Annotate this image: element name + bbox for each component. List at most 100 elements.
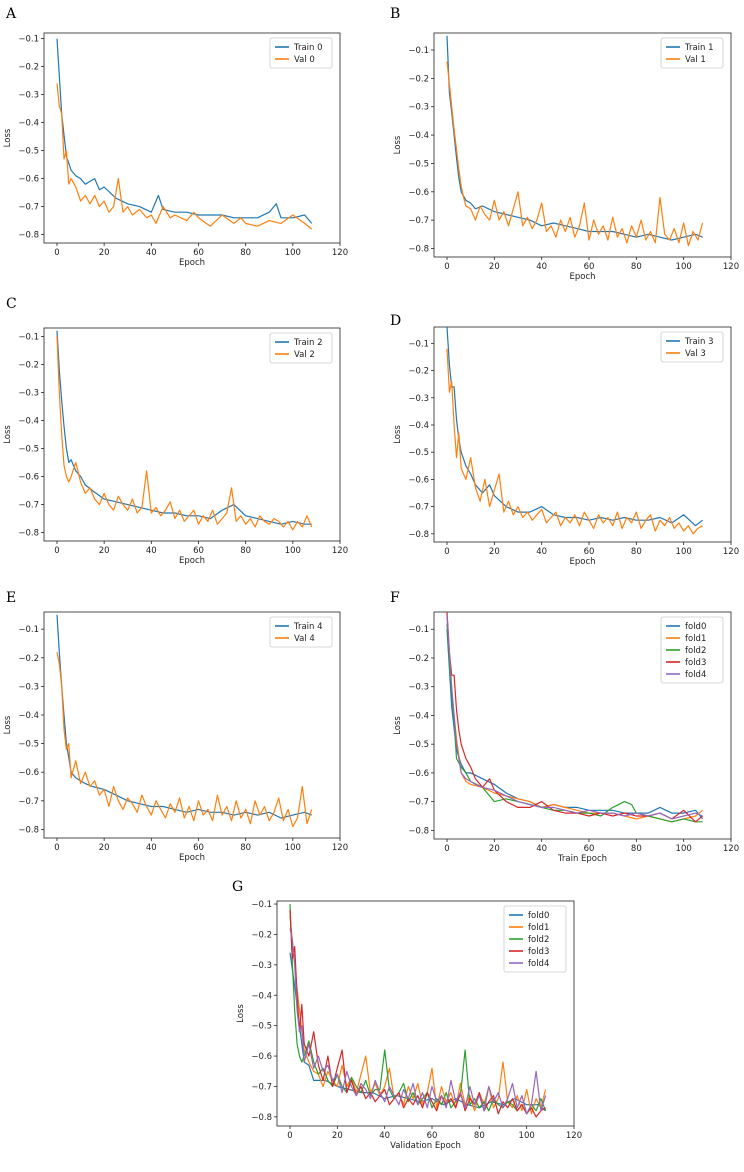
y-tick-label: −0.5 <box>251 1022 272 1032</box>
y-tick-label: −0.4 <box>408 131 429 141</box>
x-tick-label: 100 <box>676 547 692 557</box>
x-tick-label: 60 <box>584 547 595 557</box>
x-tick-label: 40 <box>146 248 157 258</box>
y-axis-label: Loss <box>3 425 13 444</box>
legend-label: Train 1 <box>684 43 714 53</box>
x-tick-label: 120 <box>723 844 739 854</box>
x-tick-label: 0 <box>444 262 449 272</box>
x-tick-label: 40 <box>146 843 157 853</box>
plot-area <box>56 38 313 230</box>
panel-letter: C <box>6 296 17 312</box>
panel-b: B 0 20 40 60 80 100 120 −0.1 −0.2 −0.3 −0.4 −0.5 −0.6… <box>390 6 739 282</box>
y-axis-label: Loss <box>3 715 13 734</box>
y-tick-label: −0.2 <box>251 930 272 940</box>
legend-box <box>660 331 724 363</box>
legend-label: fold3 <box>685 658 706 668</box>
y-tick-label: −0.4 <box>408 711 429 721</box>
y-tick-label: −0.7 <box>251 1082 272 1092</box>
y-tick-label: −0.8 <box>18 231 39 241</box>
legend-label: Val 1 <box>685 55 706 65</box>
y-tick-label: −0.4 <box>18 119 39 129</box>
x-tick-label: 0 <box>444 547 449 557</box>
legend-box <box>269 616 333 648</box>
y-tick-label: −0.3 <box>251 961 272 971</box>
panel-e: E 0 20 40 60 80 100 120 −0.1 −0.2 −0.3 −0.4 −0.5 −0.6… <box>3 590 348 863</box>
x-tick-label: 0 <box>54 546 59 556</box>
legend-label: fold2 <box>528 935 549 945</box>
y-tick-label: −0.7 <box>408 503 429 513</box>
x-tick-label: 120 <box>332 546 348 556</box>
series-line-val-0 <box>56 83 313 230</box>
panel-letter: A <box>5 6 17 22</box>
plot-area <box>289 903 547 1118</box>
x-axis-label: Epoch <box>569 557 595 567</box>
y-tick-label: −0.1 <box>251 900 272 910</box>
y-tick-label: −0.6 <box>18 473 39 483</box>
x-tick-label: 60 <box>584 844 595 854</box>
y-tick-label: −0.4 <box>408 421 429 431</box>
y-tick-label: −0.6 <box>18 175 39 185</box>
x-tick-label: 60 <box>427 1131 438 1141</box>
y-tick-label: −0.4 <box>18 416 39 426</box>
x-tick-label: 80 <box>631 844 642 854</box>
legend-label: Train 0 <box>293 43 323 53</box>
panel-letter: B <box>390 6 400 22</box>
series-line-val-4 <box>56 651 313 828</box>
y-tick-label: −0.4 <box>251 991 272 1001</box>
x-tick-label: 120 <box>723 262 739 272</box>
y-tick-label: −0.5 <box>18 445 39 455</box>
x-tick-label: 40 <box>379 1131 390 1141</box>
axes-frame <box>433 326 732 543</box>
x-tick-label: 120 <box>566 1131 582 1141</box>
y-tick-label: −0.7 <box>18 203 39 213</box>
x-tick-label: 20 <box>489 844 500 854</box>
x-tick-label: 20 <box>99 843 110 853</box>
x-tick-label: 0 <box>444 844 449 854</box>
y-axis-label: Loss <box>236 1004 246 1023</box>
legend-label: fold0 <box>685 622 706 632</box>
legend: Train 3 Val 3 <box>660 331 724 363</box>
y-tick-label: −0.1 <box>408 339 429 349</box>
series-line-val-3 <box>446 348 703 535</box>
y-tick-label: −0.8 <box>251 1113 272 1123</box>
series-line-fold4 <box>446 614 703 820</box>
series-line-val-1 <box>446 61 704 247</box>
x-tick-label: 100 <box>676 844 692 854</box>
x-tick-label: 40 <box>536 547 547 557</box>
x-tick-label: 100 <box>519 1131 535 1141</box>
plot-area <box>446 327 703 535</box>
legend-box <box>503 905 567 973</box>
legend: Train 1 Val 1 <box>660 37 724 69</box>
y-tick-label: −0.8 <box>408 530 429 540</box>
legend-label: fold0 <box>528 911 549 921</box>
y-tick-label: −0.7 <box>18 797 39 807</box>
y-tick-label: −0.8 <box>18 529 39 539</box>
x-tick-label: 120 <box>723 547 739 557</box>
x-tick-label: 60 <box>193 248 204 258</box>
y-axis-label: Loss <box>393 716 403 735</box>
y-tick-label: −0.3 <box>408 683 429 693</box>
series-line-fold4 <box>289 928 547 1115</box>
legend-label: Val 4 <box>294 634 315 644</box>
y-tick-label: −0.1 <box>18 332 39 342</box>
x-axis-label: Epoch <box>179 556 205 566</box>
legend-label: fold2 <box>685 646 706 656</box>
y-tick-label: −0.5 <box>18 147 39 157</box>
panel-f: F 0 20 40 60 80 100 120 −0.1 −0.2 −0.3 −0.4 −0.5 −0.6… <box>390 590 739 864</box>
y-tick-label: −0.6 <box>408 769 429 779</box>
legend-label: Val 0 <box>294 55 315 65</box>
x-tick-label: 0 <box>54 248 59 258</box>
x-tick-label: 60 <box>584 262 595 272</box>
x-tick-label: 40 <box>536 262 547 272</box>
y-tick-label: −0.4 <box>18 711 39 721</box>
x-tick-label: 20 <box>99 546 110 556</box>
y-tick-label: −0.3 <box>408 103 429 113</box>
y-tick-label: −0.1 <box>18 35 39 45</box>
y-tick-label: −0.2 <box>408 367 429 377</box>
legend-box <box>660 37 724 69</box>
y-axis-label: Loss <box>393 425 403 444</box>
series-line-val-2 <box>56 336 313 531</box>
legend-label: fold1 <box>528 923 549 933</box>
y-tick-label: −0.7 <box>18 501 39 511</box>
